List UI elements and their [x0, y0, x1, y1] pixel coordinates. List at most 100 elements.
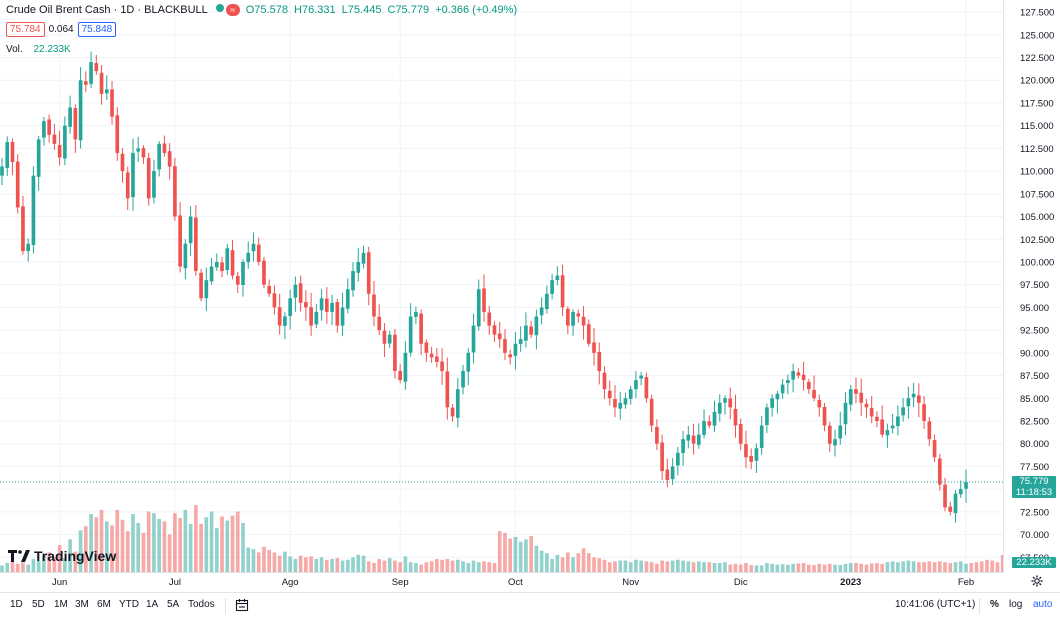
range-ytd-button[interactable]: YTD — [119, 599, 139, 610]
volume-bar — [324, 559, 329, 572]
tradingview-logo[interactable]: TradingView — [8, 548, 116, 564]
candle-body — [204, 280, 209, 299]
range-6m-button[interactable]: 6M — [97, 599, 111, 610]
volume-bar — [152, 513, 156, 572]
volume-bar — [0, 565, 4, 572]
candle-body — [848, 389, 853, 405]
price-tick-label: 117.500 — [1020, 98, 1054, 109]
sell-price-button[interactable]: 75.784 — [6, 22, 45, 37]
candle — [482, 274, 486, 322]
candle — [429, 346, 434, 363]
volume-bar — [670, 560, 675, 572]
candle — [812, 375, 816, 402]
candle — [634, 371, 638, 399]
price-tick-label: 82.500 — [1020, 416, 1049, 427]
candle-body — [806, 381, 811, 390]
candle-body — [723, 398, 727, 403]
candle-body — [534, 316, 539, 336]
volume-bar — [681, 560, 685, 572]
volume-bar — [256, 552, 261, 572]
volume-bar — [958, 561, 963, 572]
volume-bar — [141, 532, 146, 572]
volume-bar — [183, 509, 188, 572]
candle-body — [83, 81, 88, 85]
candle — [194, 204, 198, 276]
candle — [958, 480, 963, 498]
range-5a-button[interactable]: 5A — [167, 599, 180, 610]
candle — [199, 269, 203, 302]
range-all-button[interactable]: Todos — [188, 599, 215, 610]
candle-body — [623, 398, 628, 405]
volume-bar — [157, 518, 162, 572]
current-price-tag: 75.779 11:18:53 — [1012, 476, 1056, 499]
volume-bar — [178, 518, 182, 572]
volume-bar — [864, 564, 869, 572]
log-scale-button[interactable]: log — [1009, 599, 1023, 610]
volume-bar — [288, 556, 292, 572]
candle — [419, 309, 423, 356]
range-1d-button[interactable]: 1D — [10, 599, 23, 610]
volume-bar — [94, 517, 99, 572]
price-tick-label: 72.500 — [1020, 507, 1049, 518]
percent-scale-button[interactable]: % — [990, 599, 999, 610]
candle-body — [948, 506, 953, 512]
candle-body — [571, 311, 575, 326]
volume-bar — [565, 552, 570, 572]
candle-body — [414, 311, 418, 317]
date-range-icon[interactable] — [235, 598, 249, 612]
candle-body — [885, 430, 890, 436]
time-axis[interactable]: JunJulAgoSepOctNovDic2023FebMarAbr — [0, 572, 1003, 593]
candle — [702, 409, 706, 439]
candle-body — [162, 143, 167, 153]
candle-body — [801, 374, 806, 381]
candle-body — [943, 484, 947, 508]
data-delay-icon[interactable]: ≈ — [225, 4, 240, 16]
candle-body — [937, 458, 942, 485]
candle-body — [487, 312, 492, 326]
candle-body — [293, 284, 298, 298]
candlestick-chart[interactable] — [0, 0, 1003, 572]
candle — [78, 67, 83, 149]
candle — [859, 378, 864, 417]
range-5d-button[interactable]: 5D — [32, 599, 45, 610]
auto-scale-button[interactable]: auto — [1033, 599, 1053, 610]
volume-bar — [209, 511, 214, 572]
candle — [880, 405, 885, 438]
candle-body — [15, 161, 20, 208]
candle-body — [917, 395, 921, 403]
volume-bar — [838, 565, 843, 572]
price-tick-label: 107.500 — [1020, 189, 1054, 200]
volume-bar — [476, 562, 481, 572]
range-1m-button[interactable]: 1M — [54, 599, 68, 610]
buy-price-button[interactable]: 75.848 — [77, 22, 117, 37]
volume-bar — [487, 562, 492, 572]
chart-area[interactable]: Crude Oil Brent Cash · 1D · BLACKBULL ≈ … — [0, 0, 1003, 572]
candle — [324, 287, 329, 324]
candle — [801, 361, 806, 391]
candle — [167, 143, 172, 180]
clock-time[interactable]: 10:41:06 (UTC+1) — [895, 599, 976, 610]
candle — [550, 273, 554, 300]
candle — [759, 415, 764, 455]
candle — [21, 195, 25, 255]
candle-body — [686, 434, 691, 441]
volume-bar — [293, 558, 298, 572]
candle-body — [99, 72, 104, 94]
volume-bar — [330, 558, 334, 572]
candle — [104, 75, 109, 100]
candle-body — [964, 482, 968, 489]
volume-bar — [1000, 554, 1003, 572]
candle — [157, 141, 162, 177]
candle-body — [220, 262, 224, 272]
range-3m-button[interactable]: 3M — [75, 599, 89, 610]
candle-body — [901, 407, 905, 416]
candle-body — [592, 342, 596, 353]
candle-body — [304, 302, 308, 308]
symbol-title[interactable]: Crude Oil Brent Cash · 1D · BLACKBULL — [6, 4, 208, 16]
candle — [534, 309, 539, 350]
candle — [361, 245, 366, 269]
settings-gear-icon[interactable] — [1031, 575, 1043, 587]
volume-bar — [974, 562, 979, 572]
range-1a-button[interactable]: 1A — [146, 599, 159, 610]
candle-body — [602, 372, 607, 390]
